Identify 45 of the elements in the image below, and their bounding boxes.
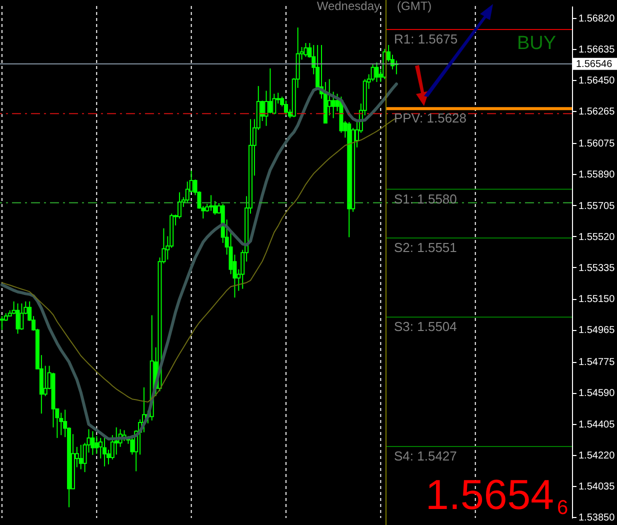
- y-tick-label: 1.55890: [578, 170, 616, 181]
- annotation: 1.5654: [426, 471, 554, 518]
- candlestick: [304, 42, 308, 58]
- y-tick-label: 1.56075: [578, 138, 616, 150]
- y-tick-label: 1.54590: [578, 388, 616, 400]
- candlestick: [78, 444, 83, 470]
- annotation: Wednesday: [316, 0, 380, 13]
- candlestick: [90, 430, 95, 456]
- candlestick: [374, 62, 379, 82]
- y-tick-label: 1.55335: [578, 262, 616, 274]
- ref-line-label: S4: 1.5427: [394, 448, 457, 464]
- ref-line-label: PPV: 1.5628: [394, 110, 467, 126]
- candlestick: [59, 412, 64, 436]
- candlestick: [43, 365, 48, 397]
- candlestick: [209, 194, 214, 212]
- y-tick-label: 1.55520: [578, 232, 616, 243]
- y-tick-label: 1.56635: [578, 44, 616, 56]
- candlestick: [20, 302, 24, 330]
- ref-line-label: R1: 1.5675: [394, 32, 458, 47]
- ref-line-label: S2: 1.5551: [394, 240, 457, 256]
- y-tick-label: 1.56820: [578, 13, 616, 24]
- candlestick: [94, 436, 99, 454]
- candlestick: [284, 100, 288, 116]
- candlestick: [16, 302, 20, 334]
- y-tick-label: 1.56450: [578, 75, 616, 86]
- y-tick-label: 1.54220: [578, 450, 616, 462]
- y-tick-label: 1.54775: [578, 357, 616, 368]
- y-tick-label: 1.53850: [578, 512, 616, 524]
- candlestick: [331, 91, 336, 119]
- candlestick: [114, 426, 118, 456]
- candlestick: [102, 437, 107, 467]
- annotation: (GMT): [397, 0, 432, 13]
- ref-line-label: 1.56546: [576, 58, 613, 70]
- ref-line-label: S1: 1.5580: [394, 191, 457, 206]
- y-tick-label: 1.55705: [578, 200, 616, 212]
- ref-line-label: S3: 1.5504: [394, 319, 457, 334]
- annotation: BUY: [517, 33, 556, 54]
- y-tick-label: 1.55150: [578, 294, 616, 306]
- y-tick-label: 1.54405: [578, 419, 616, 430]
- annotation: 6: [557, 497, 568, 519]
- y-tick-label: 1.56265: [578, 106, 616, 118]
- y-tick-label: 1.54965: [578, 325, 616, 336]
- y-tick-label: 1.54035: [578, 482, 616, 493]
- candlestick: [130, 434, 134, 456]
- candlestick: [268, 68, 272, 114]
